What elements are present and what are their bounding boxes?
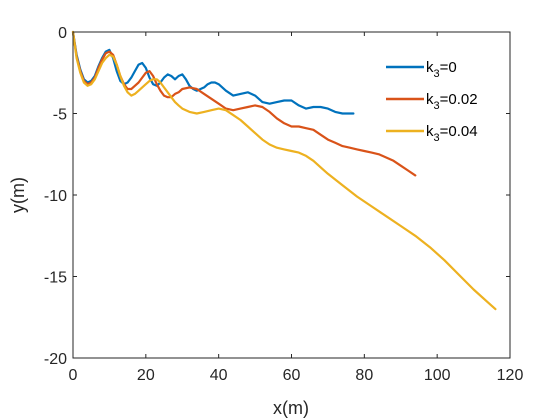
x-tick-label-4: 80: [355, 367, 373, 384]
plot-area: [73, 32, 510, 358]
series-line-2: [71, 30, 497, 311]
y-tick-label-4: -20: [44, 351, 67, 368]
x-tick-label-1: 20: [137, 367, 155, 384]
x-tick-label-6: 120: [497, 367, 524, 384]
x-axis-label: x(m): [273, 398, 309, 418]
y-tick-label-0: 0: [58, 25, 67, 42]
legend-label-0: k3=0: [426, 59, 457, 80]
y-tick-label-2: -10: [44, 188, 67, 205]
series-layer: [71, 30, 497, 311]
legend: k3=0 k3=0.02 k3=0.04: [386, 59, 478, 144]
legend-label-2: k3=0.04: [426, 123, 478, 144]
x-tick-label-5: 100: [424, 367, 451, 384]
x-tick-label-0: 0: [69, 367, 78, 384]
series-line-0: [71, 30, 355, 115]
x-tick-label-2: 40: [210, 367, 228, 384]
y-tick-label-3: -15: [44, 270, 67, 287]
series-line-1: [71, 30, 417, 177]
x-tick-label-3: 60: [283, 367, 301, 384]
y-axis-label: y(m): [8, 177, 28, 213]
ticks-layer: 0 20 40 60 80 100 120 0 -5 -10 -15 -20: [44, 25, 524, 384]
y-tick-label-1: -5: [53, 107, 67, 124]
legend-label-1: k3=0.02: [426, 91, 478, 112]
